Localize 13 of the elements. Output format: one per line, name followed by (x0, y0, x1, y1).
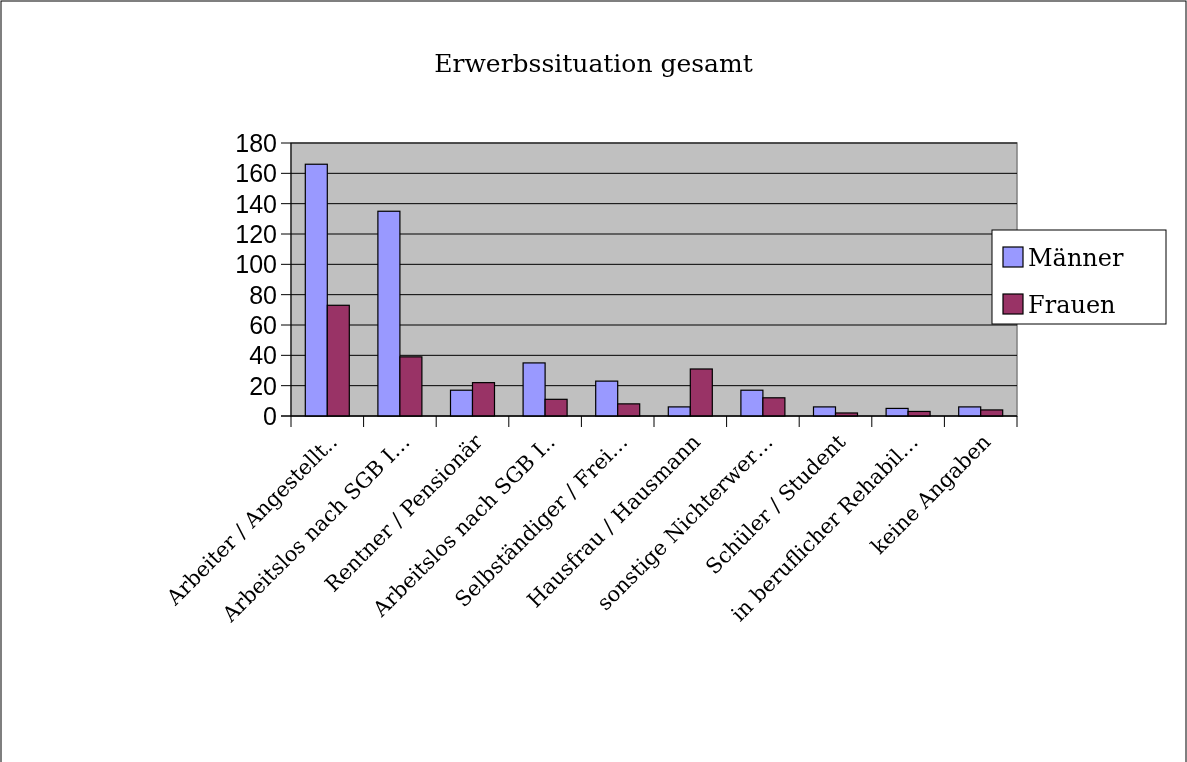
y-tick-label: 140 (235, 189, 277, 218)
y-tick-label: 180 (235, 129, 277, 157)
y-tick-label: 40 (249, 341, 277, 370)
y-tick-label: 80 (249, 280, 277, 309)
y-tick-label: 120 (235, 220, 277, 248)
y-tick-label: 60 (249, 311, 277, 339)
y-tick-label: 160 (235, 159, 277, 188)
y-tick-label: 100 (235, 250, 277, 279)
y-tick-label: 20 (249, 371, 277, 400)
legend-label: Männer (1028, 243, 1124, 272)
chart-title: Erwerbssituation gesamt (434, 49, 753, 78)
legend-label: Frauen (1028, 290, 1116, 319)
y-tick-label: 0 (263, 402, 277, 430)
